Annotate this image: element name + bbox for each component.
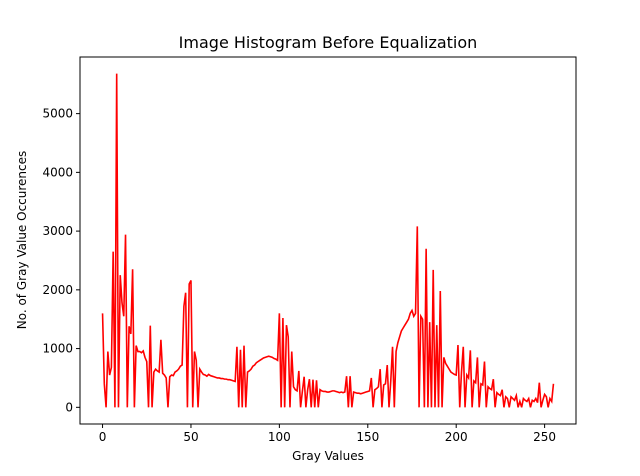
data-line (101, 73, 555, 408)
x-axis-label: Gray Values (292, 449, 364, 463)
y-tick-label: 0 (65, 400, 73, 414)
y-tick-label: 1000 (42, 342, 73, 356)
x-tick-label: 50 (183, 430, 198, 444)
y-tick-label: 3000 (42, 224, 73, 238)
y-axis-label: No. of Gray Value Occurences (15, 151, 29, 330)
y-tick-label: 4000 (42, 165, 73, 179)
y-tick-label: 2000 (42, 283, 73, 297)
plot-frame (79, 56, 577, 425)
x-tick-label: 100 (268, 430, 291, 444)
y-tick-label: 5000 (42, 107, 73, 121)
x-tick-label: 250 (533, 430, 556, 444)
x-tick-label: 150 (356, 430, 379, 444)
chart-title: Image Histogram Before Equalization (179, 33, 478, 52)
x-tick-label: 200 (445, 430, 468, 444)
x-tick-label: 0 (99, 430, 107, 444)
